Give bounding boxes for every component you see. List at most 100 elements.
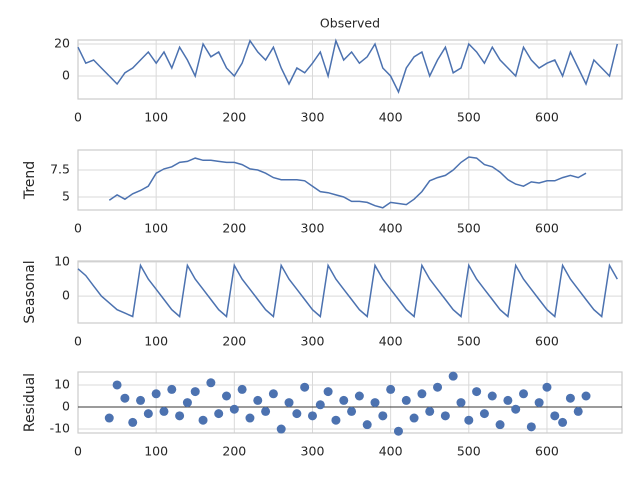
x-tick-label: 500: [457, 334, 481, 349]
residual-point: [323, 387, 333, 397]
residual-point: [550, 411, 560, 421]
residual-point: [284, 398, 294, 408]
x-tick-label: 600: [535, 221, 559, 236]
x-tick-label: 400: [379, 110, 403, 125]
residual-point: [307, 411, 317, 421]
residual-point: [143, 409, 153, 419]
residual-point: [331, 415, 341, 425]
x-tick-label: 600: [535, 334, 559, 349]
residual-point: [526, 422, 536, 432]
y-tick-label: 0: [62, 67, 70, 82]
x-tick-label: 400: [379, 444, 403, 459]
residual-point: [347, 406, 357, 416]
x-tick-label: 200: [222, 110, 246, 125]
residual-point: [440, 411, 450, 421]
residual-point: [519, 389, 529, 399]
residual-point: [229, 404, 239, 414]
residual-point: [417, 389, 427, 399]
residual-point: [237, 384, 247, 394]
residual-point: [565, 393, 575, 403]
panel-title: Observed: [320, 16, 380, 31]
residual-point: [581, 391, 591, 401]
residual-point: [253, 395, 263, 405]
residual-point: [261, 406, 271, 416]
x-tick-label: 0: [74, 110, 82, 125]
residual-point: [448, 371, 458, 381]
y-tick-label: 10: [54, 376, 70, 391]
residual-point: [175, 411, 185, 421]
residual-point: [479, 409, 489, 419]
x-tick-label: 500: [457, 110, 481, 125]
x-tick-label: 500: [457, 444, 481, 459]
y-tick-label: 20: [54, 35, 70, 50]
residual-point: [128, 417, 138, 427]
series-line: [77, 263, 618, 318]
residual-point: [206, 378, 216, 388]
x-tick-label: 300: [301, 444, 325, 459]
residual-point: [495, 420, 505, 430]
residual-point: [456, 398, 466, 408]
y-tick-label: -10: [50, 421, 70, 436]
x-tick-label: 200: [222, 221, 246, 236]
x-tick-label: 100: [144, 334, 168, 349]
residual-point: [112, 380, 122, 390]
residual-point: [573, 406, 583, 416]
residual-point: [354, 391, 364, 401]
y-axis-label: Seasonal: [22, 260, 38, 323]
x-tick-label: 500: [457, 221, 481, 236]
residual-point: [222, 391, 232, 401]
axes-frame: [77, 260, 623, 324]
axes-frame: [77, 149, 623, 211]
residual-point: [339, 395, 349, 405]
y-tick-label: 10: [54, 254, 70, 269]
x-tick-label: 300: [301, 221, 325, 236]
residual-point: [393, 426, 403, 436]
x-tick-label: 400: [379, 221, 403, 236]
residual-point: [472, 387, 482, 397]
residual-point: [136, 395, 146, 405]
x-tick-label: 300: [301, 334, 325, 349]
residual-point: [120, 393, 130, 403]
residual-point: [534, 398, 544, 408]
residual-point: [167, 384, 177, 394]
y-tick-label: 7.5: [50, 162, 70, 177]
x-tick-label: 200: [222, 334, 246, 349]
x-tick-label: 400: [379, 334, 403, 349]
residual-point: [190, 387, 200, 397]
residual-point: [378, 411, 388, 421]
residual-point: [198, 415, 208, 425]
residual-point: [503, 395, 513, 405]
x-tick-label: 200: [222, 444, 246, 459]
y-tick-label: 5: [62, 189, 70, 204]
residual-point: [425, 406, 435, 416]
residual-point: [300, 382, 310, 392]
x-tick-label: 600: [535, 444, 559, 459]
x-tick-label: 100: [144, 110, 168, 125]
axes-frame: [77, 39, 623, 100]
residual-point: [159, 406, 169, 416]
y-tick-label: 0: [62, 288, 70, 303]
residual-point: [214, 409, 224, 419]
x-tick-label: 300: [301, 110, 325, 125]
x-tick-label: 100: [144, 221, 168, 236]
residual-point: [245, 413, 255, 423]
residual-point: [104, 413, 114, 423]
residual-point: [276, 424, 286, 434]
residual-point: [401, 395, 411, 405]
residual-point: [151, 389, 161, 399]
residual-point: [315, 400, 325, 410]
residual-point: [511, 404, 521, 414]
y-axis-label: Residual: [22, 373, 38, 432]
residual-point: [487, 391, 497, 401]
x-tick-label: 0: [74, 334, 82, 349]
residual-point: [433, 382, 443, 392]
residual-point: [182, 398, 192, 408]
residual-point: [268, 389, 278, 399]
residual-point: [292, 409, 302, 419]
series-line: [77, 38, 619, 94]
x-tick-label: 600: [535, 110, 559, 125]
x-tick-label: 0: [74, 444, 82, 459]
x-tick-label: 0: [74, 221, 82, 236]
residual-point: [464, 415, 474, 425]
residual-point: [370, 398, 380, 408]
